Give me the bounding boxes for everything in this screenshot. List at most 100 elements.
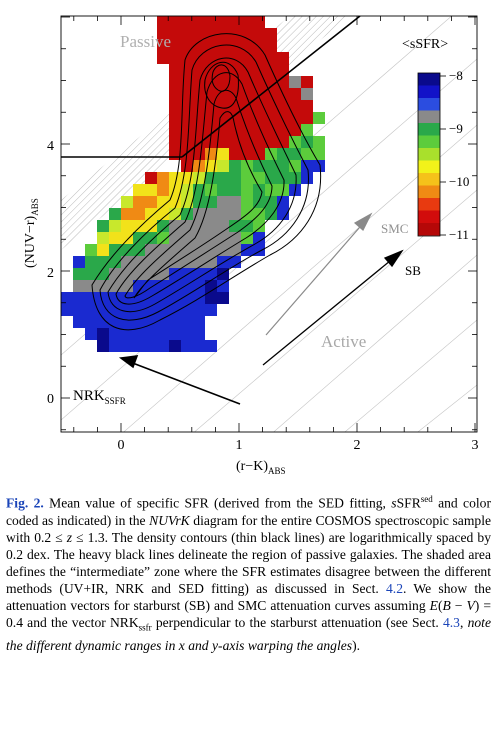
ssfr-cell xyxy=(121,328,133,340)
ssfr-cell xyxy=(157,328,169,340)
ssfr-cell xyxy=(205,244,217,256)
ssfr-cell xyxy=(205,112,217,124)
ssfr-cell xyxy=(109,304,121,316)
ssfr-cell xyxy=(181,256,193,268)
ssfr-cell xyxy=(157,340,169,352)
ssfr-cell xyxy=(157,172,169,184)
section-ref-link[interactable]: 4.3 xyxy=(442,615,460,631)
section-ref-link[interactable]: 4.2 xyxy=(386,581,403,596)
ssfr-cell xyxy=(181,232,193,244)
ssfr-cell xyxy=(133,256,145,268)
ssfr-cell xyxy=(193,16,205,28)
x-tick-label: 1 xyxy=(236,438,243,453)
ssfr-cell xyxy=(313,112,325,124)
colorbar-block xyxy=(418,73,440,86)
colorbar-block xyxy=(418,223,440,236)
ssfr-cell xyxy=(301,124,313,136)
ssfr-cell xyxy=(205,292,217,304)
ssfr-cell xyxy=(97,292,109,304)
ssfr-cell xyxy=(133,208,145,220)
ssfr-cell xyxy=(217,136,229,148)
ssfr-cell xyxy=(241,232,253,244)
ssfr-cell xyxy=(181,316,193,328)
ssfr-cell xyxy=(97,304,109,316)
ssfr-cell xyxy=(265,136,277,148)
ssfr-cell xyxy=(229,124,241,136)
ssfr-cell xyxy=(205,136,217,148)
ssfr-cell xyxy=(145,340,157,352)
ssfr-cell xyxy=(109,208,121,220)
colorbar-tick-label: −11 xyxy=(449,227,469,242)
ssfr-cell xyxy=(133,328,145,340)
ssfr-cell xyxy=(289,100,301,112)
ssfr-cell xyxy=(277,160,289,172)
nrk-vector xyxy=(118,355,241,405)
ssfr-cell xyxy=(145,220,157,232)
ssfr-cell xyxy=(121,196,133,208)
ssfr-cell xyxy=(85,316,97,328)
ssfr-cell xyxy=(217,160,229,172)
ssfr-cell xyxy=(157,52,169,64)
ssfr-cell xyxy=(181,268,193,280)
ssfr-cell xyxy=(145,256,157,268)
ssfr-cell xyxy=(241,52,253,64)
ssfr-cell xyxy=(253,28,265,40)
colorbar-block xyxy=(418,210,440,224)
ssfr-cell xyxy=(157,28,169,40)
ssfr-cell xyxy=(229,76,241,88)
ssfr-cell xyxy=(145,208,157,220)
ssfr-cell xyxy=(205,256,217,268)
ssfr-cell xyxy=(145,268,157,280)
ssfr-cell xyxy=(229,232,241,244)
ssfr-cell xyxy=(253,160,265,172)
ssfr-cell xyxy=(157,232,169,244)
ssfr-cell xyxy=(157,316,169,328)
y-tick-label: 2 xyxy=(47,266,54,281)
colorbar-tick-label: −9 xyxy=(449,121,463,136)
ssfr-cell xyxy=(217,292,229,304)
y-tick-labels: 0 2 4 xyxy=(47,139,54,407)
ssfr-cell xyxy=(181,136,193,148)
ssfr-cell xyxy=(229,220,241,232)
ssfr-cell xyxy=(181,28,193,40)
ssfr-cell xyxy=(193,304,205,316)
ssfr-cell xyxy=(121,244,133,256)
ssfr-cell xyxy=(85,256,97,268)
ssfr-cell xyxy=(133,184,145,196)
ssfr-cell xyxy=(169,52,181,64)
ssfr-cell xyxy=(253,76,265,88)
ssfr-cell xyxy=(217,40,229,52)
colorbar-block xyxy=(418,148,440,161)
ssfr-cell xyxy=(121,304,133,316)
ssfr-cell xyxy=(277,136,289,148)
ssfr-cell xyxy=(133,220,145,232)
ssfr-cell xyxy=(193,340,205,352)
ssfr-cell xyxy=(193,244,205,256)
ssfr-cell xyxy=(289,88,301,100)
ssfr-cell xyxy=(169,136,181,148)
ssfr-cell xyxy=(61,304,73,316)
colorbar-tick-label: −8 xyxy=(449,68,463,83)
figure-label: Fig. 2. xyxy=(6,495,44,511)
ssfr-cell xyxy=(97,316,109,328)
ssfr-cell xyxy=(217,100,229,112)
ssfr-cell xyxy=(277,148,289,160)
ssfr-cell xyxy=(181,244,193,256)
colorbar xyxy=(418,73,440,236)
colorbar-block xyxy=(418,110,440,124)
ssfr-cell xyxy=(181,160,193,172)
ssfr-cell xyxy=(253,136,265,148)
ssfr-cell xyxy=(169,16,181,28)
ssfr-cell xyxy=(313,160,325,172)
colorbar-frame xyxy=(417,72,441,237)
ssfr-cell xyxy=(157,220,169,232)
colorbar-block xyxy=(418,123,440,136)
y-tick-label: 0 xyxy=(47,392,54,407)
ssfr-cell xyxy=(265,208,277,220)
ssfr-cell xyxy=(85,280,97,292)
ssfr-cell xyxy=(205,268,217,280)
ssfr-cell xyxy=(121,268,133,280)
colorbar-block xyxy=(418,98,440,111)
ssfr-cell xyxy=(193,316,205,328)
ssfr-cell xyxy=(193,76,205,88)
